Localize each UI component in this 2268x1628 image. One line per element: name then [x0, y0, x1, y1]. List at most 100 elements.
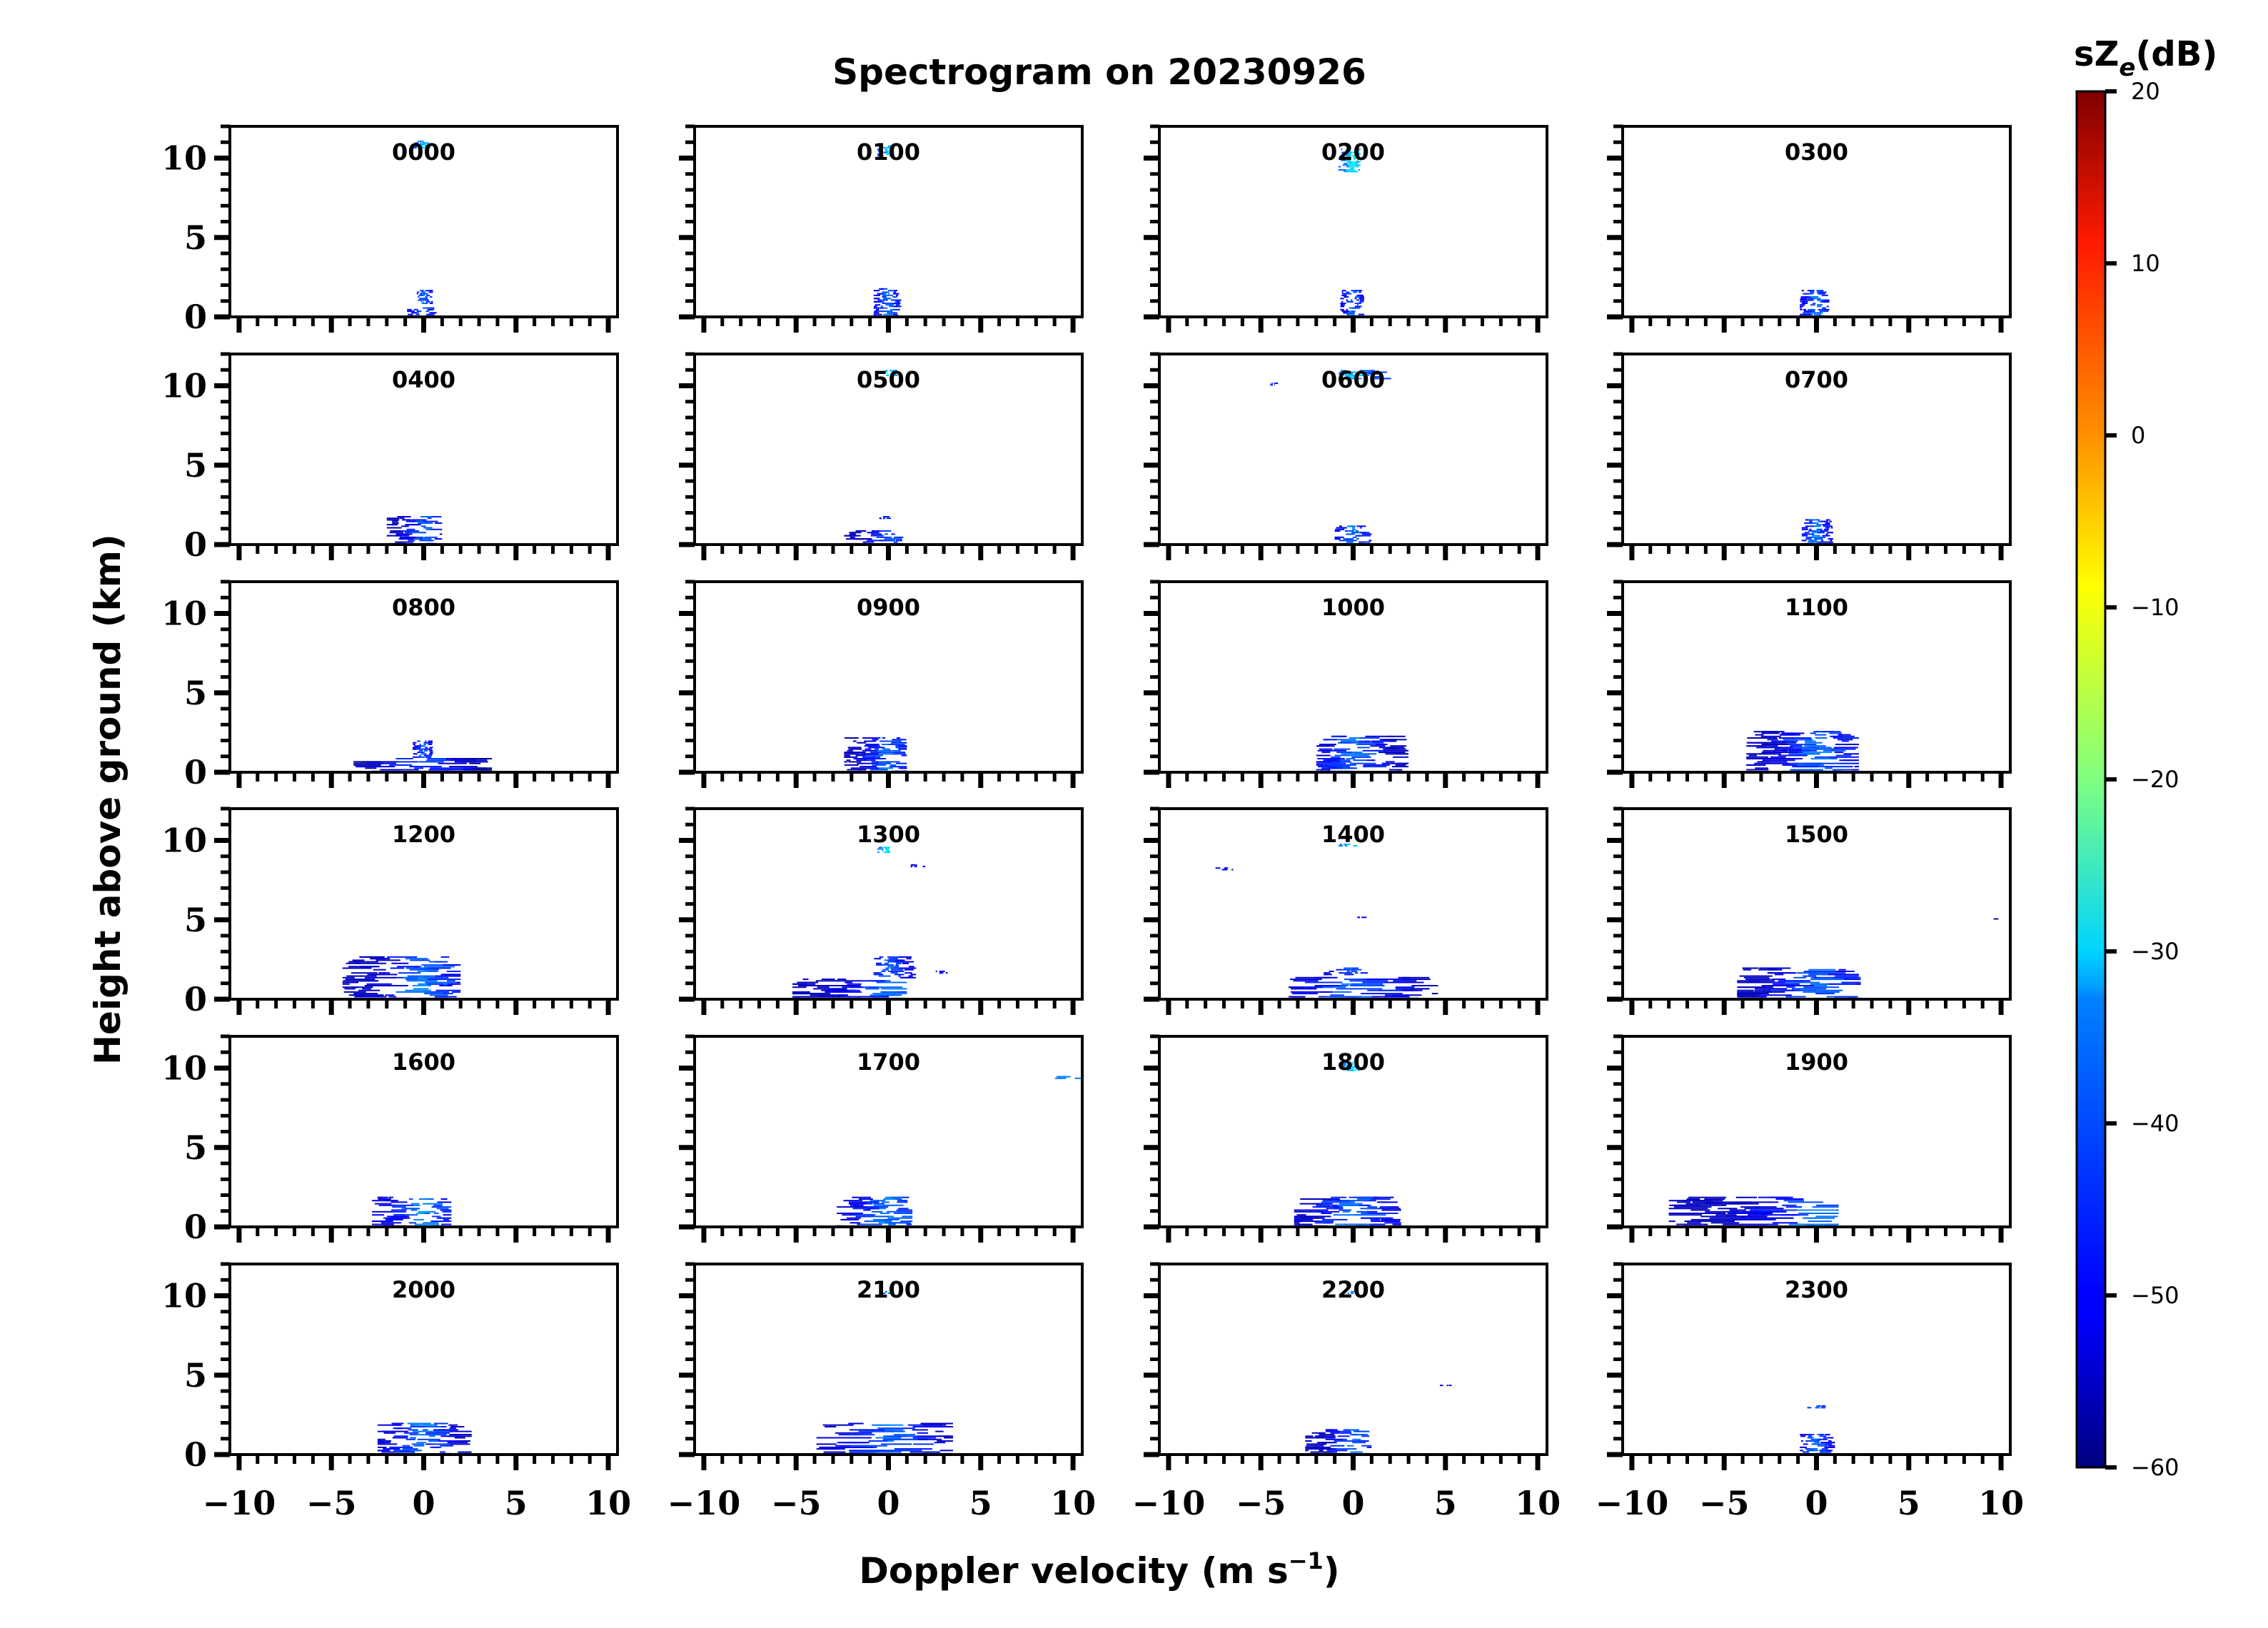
spectral-bin [802, 979, 809, 981]
spectral-bin [406, 967, 430, 969]
spectral-bin [1339, 540, 1347, 542]
spectral-bin [848, 989, 860, 991]
spectral-bin [896, 762, 907, 764]
spectral-bin [1324, 1198, 1340, 1200]
spectral-bin [1800, 305, 1804, 308]
spectral-bin [1746, 769, 1769, 771]
spectral-bin [414, 748, 420, 750]
spectral-bin [1350, 167, 1354, 169]
spectral-bin [1802, 748, 1823, 750]
spectral-bin [1363, 764, 1390, 766]
spectral-bin [1352, 161, 1356, 163]
spectral-bin [1820, 1407, 1826, 1409]
spectral-bin [1794, 747, 1820, 749]
spectral-bin [1359, 300, 1364, 303]
spectral-bin [1274, 383, 1278, 384]
spectral-bin [1839, 762, 1859, 764]
spectral-bin [1326, 1208, 1338, 1210]
spectral-bin [1365, 1198, 1391, 1200]
spectral-bin [1770, 747, 1794, 749]
spectral-bin [1812, 1450, 1818, 1452]
panel-1400: 1400 [1144, 807, 1548, 1015]
spectral-bin [887, 966, 897, 968]
spectral-bin [889, 155, 893, 157]
spectral-bin [443, 1214, 452, 1216]
spectral-bin [425, 740, 427, 742]
spectral-bin [1344, 979, 1372, 981]
spectral-bin [1339, 1065, 1346, 1066]
spectral-bin [352, 959, 365, 961]
spectral-bin [1813, 313, 1820, 315]
spectral-bin [1341, 753, 1364, 755]
panel-0700: 0700 [1607, 352, 2012, 560]
spectral-bin [897, 1213, 913, 1214]
spectral-bin [1362, 766, 1387, 768]
spectral-bin [378, 1196, 388, 1198]
spectral-bin [822, 1448, 845, 1450]
spectral-bin [425, 294, 430, 296]
spectral-bin [837, 985, 861, 986]
spectral-bin [1349, 159, 1351, 161]
spectral-bin [836, 980, 860, 982]
spectral-bin [423, 520, 438, 522]
spectral-bin [1782, 1204, 1797, 1206]
spectral-bin [1331, 735, 1341, 737]
spectral-bin [1825, 972, 1846, 974]
spectral-bin [413, 143, 418, 146]
spectral-bin [1344, 974, 1351, 976]
x-tick-label: −10 [667, 1484, 741, 1522]
spectral-bin [1295, 976, 1331, 979]
spectral-bin [1815, 1215, 1835, 1218]
spectral-bin [891, 371, 893, 373]
spectral-bin [1803, 1443, 1808, 1445]
spectral-bin [1750, 991, 1772, 993]
spectral-bin [864, 740, 877, 742]
spectral-bin [917, 1435, 951, 1437]
spectral-bin [1706, 1213, 1726, 1214]
spectral-bin [1386, 1218, 1401, 1220]
spectral-bin [395, 764, 413, 766]
spectral-bin [877, 150, 882, 152]
spectral-bin [1319, 766, 1338, 768]
spectral-bin [1354, 291, 1357, 293]
spectral-bin [885, 848, 889, 850]
spectral-bin [1810, 536, 1820, 538]
spectral-bin [901, 1220, 910, 1223]
spectral-bin [1393, 747, 1401, 749]
spectral-bin [1387, 747, 1397, 749]
spectral-bin [868, 986, 903, 989]
spectral-bin [1822, 731, 1841, 733]
spectral-bin [1351, 971, 1358, 972]
spectral-bin [1801, 528, 1808, 530]
spectral-bin [848, 748, 862, 750]
spectral-bin [423, 754, 430, 757]
spectral-bin [1343, 1429, 1350, 1431]
spectral-bin [1395, 986, 1415, 989]
spectral-bin [870, 769, 888, 771]
spectral-bin [863, 1209, 871, 1211]
spectral-bin [844, 756, 858, 758]
spectral-bin [1336, 969, 1343, 971]
spectral-bin [1392, 994, 1422, 996]
spectral-bin [1344, 153, 1348, 155]
spectral-bin [1305, 1440, 1312, 1442]
spectral-bin [440, 1435, 462, 1437]
panel-time-label: 1300 [857, 821, 920, 848]
spectral-bin [413, 1430, 434, 1432]
spectral-bin [1745, 979, 1771, 981]
spectral-bin [410, 1209, 418, 1211]
spectral-bin [1347, 1069, 1354, 1071]
spectral-bin [434, 538, 443, 540]
spectral-bin [902, 956, 912, 958]
spectral-bin [1830, 735, 1855, 737]
spectral-bin [1300, 1198, 1326, 1200]
spectral-bin [1748, 1217, 1794, 1219]
spectral-bin [1763, 749, 1777, 752]
spectral-bin [873, 1430, 905, 1432]
spectral-bin [865, 748, 872, 750]
spectral-bin [887, 851, 890, 854]
spectral-bin [1398, 976, 1430, 979]
spectral-bin [1369, 373, 1379, 375]
